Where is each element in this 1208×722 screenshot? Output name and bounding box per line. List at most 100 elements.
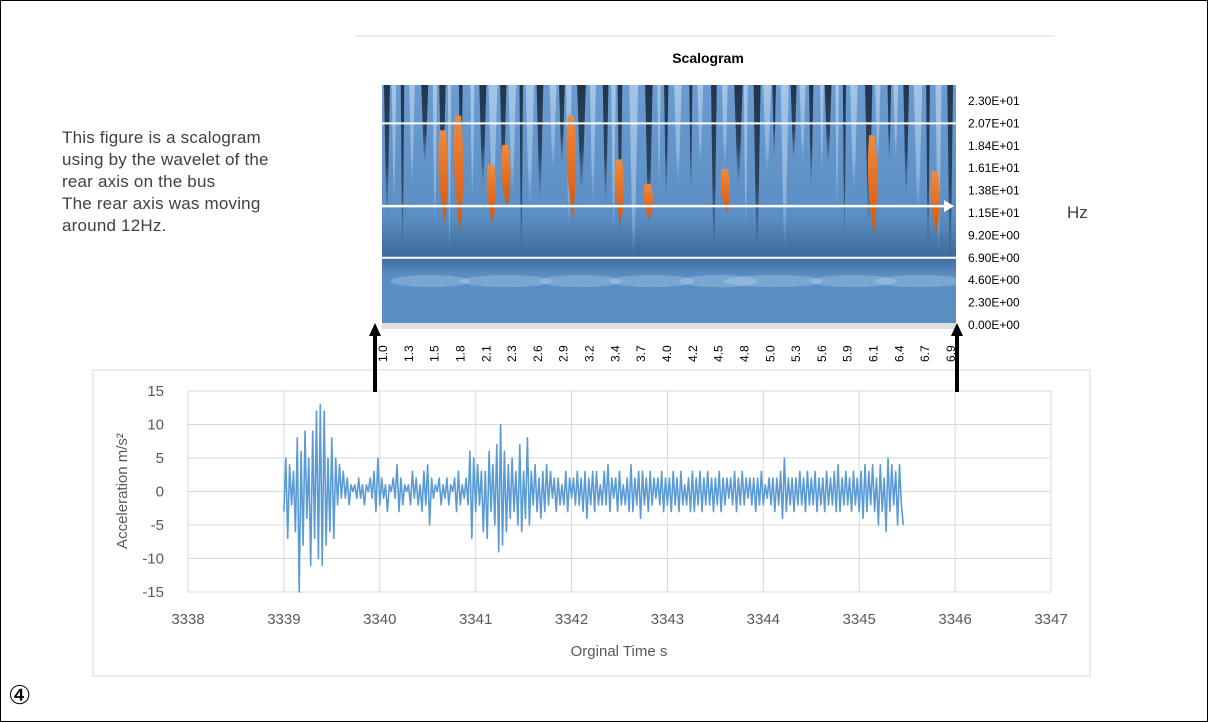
figure-description: This figure is a scalogram using by the … bbox=[62, 128, 269, 235]
scalogram-background bbox=[382, 85, 956, 323]
scalogram-streak bbox=[697, 85, 704, 165]
frequency-unit-label: Hz bbox=[1067, 203, 1088, 222]
scalogram-streak bbox=[763, 85, 772, 174]
scalogram-streak bbox=[711, 85, 717, 251]
scalogram-x-tick: 1.5 bbox=[428, 345, 442, 362]
scalogram-streak bbox=[447, 85, 452, 259]
scalogram-low-band bbox=[460, 275, 552, 288]
scalogram-y-tick: 1.84E+01 bbox=[968, 139, 1020, 153]
scalogram-y-tick: 1.15E+01 bbox=[968, 206, 1020, 220]
scalogram-hot-spot bbox=[501, 144, 511, 209]
x-tick-label: 3341 bbox=[459, 611, 492, 628]
scalogram-streak bbox=[772, 85, 776, 158]
scalogram-streak bbox=[470, 85, 475, 202]
scalogram-x-tick: 1.0 bbox=[376, 345, 390, 362]
y-tick-label: 0 bbox=[156, 484, 164, 501]
scalogram-streak bbox=[689, 85, 693, 195]
scalogram-low-band bbox=[609, 275, 695, 288]
scalogram-x-tick: 2.1 bbox=[479, 345, 493, 362]
scalogram-streak bbox=[525, 85, 534, 207]
connector-arrow-head bbox=[369, 323, 381, 336]
scalogram-streak bbox=[753, 85, 761, 251]
scalogram-low-band bbox=[390, 275, 471, 288]
scalogram-x-tick: 6.1 bbox=[867, 345, 881, 362]
scalogram-streak bbox=[721, 85, 728, 169]
scalogram-hot-spot bbox=[643, 183, 654, 220]
x-tick-label: 3347 bbox=[1034, 611, 1067, 628]
scalogram-x-tick: 5.0 bbox=[763, 345, 777, 362]
scalogram-streak bbox=[549, 85, 557, 170]
y-tick-label: 5 bbox=[156, 450, 164, 467]
x-axis-label: Orginal Time s bbox=[571, 643, 668, 660]
scalogram-streak bbox=[743, 85, 748, 233]
scalogram-y-tick: 1.38E+01 bbox=[968, 184, 1020, 198]
acceleration-series-line bbox=[283, 403, 905, 593]
scalogram-y-tick: 1.61E+01 bbox=[968, 161, 1020, 175]
scalogram-x-tick: 3.2 bbox=[583, 345, 597, 362]
scalogram-streak bbox=[391, 85, 397, 204]
scalogram-streak bbox=[536, 85, 544, 200]
scalogram-streak bbox=[508, 85, 517, 194]
scalogram-streak bbox=[645, 85, 653, 226]
scalogram-streak bbox=[926, 85, 930, 254]
scalogram-y-tick: 6.90E+00 bbox=[968, 251, 1020, 265]
scalogram-x-tick: 3.4 bbox=[608, 345, 622, 362]
y-tick-label: -10 bbox=[142, 551, 164, 568]
scalogram-streak bbox=[602, 85, 609, 204]
scalogram-streak bbox=[824, 85, 832, 165]
scalogram-streak bbox=[384, 85, 390, 217]
scalogram-x-tick: 2.6 bbox=[531, 345, 545, 362]
scalogram-low-band bbox=[724, 275, 823, 288]
scalogram-streak bbox=[589, 85, 596, 204]
scalogram-streak bbox=[664, 85, 669, 199]
scalogram-hot-spot bbox=[453, 115, 464, 232]
scalogram-streak bbox=[850, 85, 858, 193]
scalogram-streak bbox=[935, 85, 942, 255]
scalogram-streak bbox=[674, 85, 682, 185]
scalogram-y-tick: 9.20E+00 bbox=[968, 228, 1020, 242]
scalogram-streak bbox=[577, 85, 586, 191]
y-axis-label: Acceleration m/s² bbox=[114, 433, 131, 549]
scalogram-y-tick: 2.30E+01 bbox=[968, 94, 1020, 108]
scalogram-x-tick: 1.8 bbox=[453, 345, 467, 362]
scalogram-y-tick: 0.00E+00 bbox=[968, 318, 1020, 332]
scalogram-x-tick: 6.4 bbox=[892, 345, 906, 362]
scalogram-low-band bbox=[679, 275, 758, 288]
y-tick-label: 15 bbox=[147, 383, 164, 400]
scalogram-x-tick: 1.3 bbox=[402, 345, 416, 362]
scalogram-y-tick: 2.07E+01 bbox=[968, 116, 1020, 130]
y-tick-label: -15 bbox=[142, 584, 164, 601]
scalogram-streak bbox=[947, 85, 954, 262]
scalogram-x-tick: 5.3 bbox=[789, 345, 803, 362]
scalogram-low-band bbox=[539, 275, 622, 288]
line-chart-area bbox=[92, 369, 1091, 677]
scalogram-hot-spot bbox=[867, 135, 878, 236]
scalogram-streak bbox=[519, 85, 524, 257]
scalogram-x-tick: 6.9 bbox=[944, 345, 958, 362]
figure-number-marker: ④ bbox=[8, 680, 32, 710]
y-tick-label: 10 bbox=[147, 417, 164, 434]
scalogram-x-tick: 4.5 bbox=[712, 345, 726, 362]
x-tick-label: 3342 bbox=[555, 611, 588, 628]
frequency-arrow-head bbox=[944, 200, 954, 213]
connector-arrow-head bbox=[951, 323, 963, 336]
scalogram-y-tick: 2.30E+00 bbox=[968, 296, 1020, 310]
x-tick-label: 3343 bbox=[651, 611, 684, 628]
scalogram-streak bbox=[559, 85, 565, 165]
scalogram-streak bbox=[500, 85, 507, 192]
x-tick-label: 3340 bbox=[363, 611, 396, 628]
scalogram-streak bbox=[903, 85, 910, 197]
scalogram-x-tick: 2.9 bbox=[557, 345, 571, 362]
x-tick-label: 3344 bbox=[747, 611, 780, 628]
scalogram-x-tick: 4.8 bbox=[737, 345, 751, 362]
scalogram-title: Scalogram bbox=[672, 50, 744, 66]
scalogram-hot-spot bbox=[720, 169, 731, 213]
scalogram-hot-spot bbox=[486, 164, 497, 223]
scalogram-streak bbox=[479, 85, 487, 186]
scalogram-streak bbox=[819, 85, 824, 174]
scalogram-x-tick: 3.7 bbox=[634, 345, 648, 362]
scalogram-streak bbox=[432, 85, 438, 229]
scalogram-x-tick: 5.6 bbox=[815, 345, 829, 362]
